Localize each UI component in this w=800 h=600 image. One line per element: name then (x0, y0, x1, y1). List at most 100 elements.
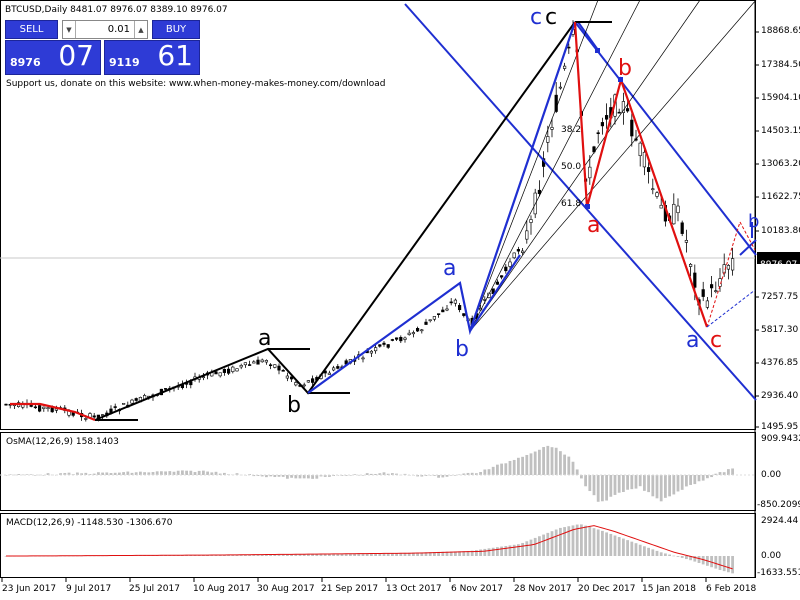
macd-bar (265, 554, 268, 556)
price-label: 17384.50 (761, 60, 800, 70)
macd-bar (525, 541, 529, 556)
macd-bar (668, 554, 671, 556)
candle-body (399, 337, 403, 342)
osma-bar (277, 475, 281, 477)
price-label: 5817.30 (761, 325, 799, 335)
wave-label: a (443, 256, 457, 281)
candle-body (546, 136, 550, 143)
candle-body (672, 203, 676, 225)
osma-bar (311, 475, 314, 479)
osma-bar (680, 475, 684, 490)
osma-bar (685, 475, 688, 487)
osma-bar (63, 472, 67, 475)
macd-bar (319, 553, 323, 556)
candle-body (189, 381, 193, 386)
candle-body (617, 111, 621, 114)
candle-body (659, 204, 663, 209)
macd-scale-label: 0.00 (761, 551, 782, 561)
one-click-trading-panel: SELL ▼ 0.01 ▲ BUY 8976 07 9119 61 (5, 20, 200, 76)
macd-title: MACD(12,26,9) -1148.530 -1306.670 (6, 518, 173, 528)
wave-label: a (258, 326, 272, 351)
osma-bar (609, 475, 613, 497)
macd-bar (517, 544, 520, 556)
sell-button[interactable]: SELL (5, 20, 58, 39)
wave-label: b (748, 211, 760, 232)
macd-bar (273, 554, 277, 556)
buy-price-box[interactable]: 9119 61 (104, 39, 200, 75)
macd-bar (554, 529, 558, 556)
candle-body (122, 403, 126, 405)
candle-body (495, 281, 500, 285)
macd-bar (382, 553, 386, 556)
osma-bar (575, 469, 579, 475)
osma-bar (701, 475, 705, 481)
candle-body (596, 132, 600, 135)
candle-body (243, 362, 248, 366)
candle-body (453, 299, 458, 304)
osma-bar (722, 472, 726, 475)
lot-decrease-icon[interactable]: ▼ (63, 21, 76, 38)
price-label: 2936.40 (761, 391, 799, 401)
macd-bar (479, 549, 482, 556)
osma-bar (139, 471, 142, 475)
macd-bar (727, 556, 730, 573)
osma-bar (420, 475, 424, 477)
osma-bar (525, 454, 529, 475)
osma-bar (676, 475, 680, 492)
buy-button[interactable]: BUY (152, 20, 200, 39)
macd-bar (626, 540, 629, 556)
candle-body (134, 398, 138, 401)
lot-size-field[interactable]: ▼ 0.01 ▲ (62, 20, 148, 39)
osma-bar (496, 464, 499, 475)
macd-bar (655, 550, 659, 556)
sell-price-box[interactable]: 8976 07 (5, 39, 101, 75)
candle-body (520, 250, 525, 253)
osma-bar (46, 473, 50, 475)
candle-body (491, 288, 495, 294)
price-label: 7257.75 (761, 292, 799, 302)
lot-increase-icon[interactable]: ▲ (134, 21, 147, 38)
osma-bar (613, 475, 617, 495)
osma-bar (546, 445, 550, 475)
macd-bar (437, 551, 440, 556)
projection (706, 221, 756, 328)
osma-bar (298, 475, 302, 479)
osma-bar (462, 473, 466, 475)
macd-bar (311, 553, 314, 556)
candle-body (382, 342, 386, 345)
macd-bar (239, 554, 243, 556)
osma-bar (193, 472, 197, 475)
price-label: 1495.95 (761, 422, 799, 432)
osma-bar (466, 472, 470, 475)
osma-bar (8, 474, 12, 475)
price-label: 18868.65 (761, 26, 800, 36)
osma-bar (538, 449, 541, 475)
lot-value[interactable]: 0.01 (107, 24, 130, 35)
osma-bar (588, 475, 592, 492)
time-label: 10 Aug 2017 (193, 584, 251, 594)
osma-bar (512, 459, 516, 475)
osma-bar (441, 475, 445, 478)
macd-bar (605, 532, 608, 556)
macd-bar (307, 553, 310, 556)
macd-bar (659, 552, 663, 556)
candle-body (222, 369, 227, 373)
macd-bar (575, 524, 579, 556)
osma-bar (357, 474, 361, 476)
osma-bar (403, 473, 407, 475)
osma-bar (580, 475, 583, 479)
candle-body (411, 332, 416, 335)
macd-bar (563, 527, 566, 556)
osma-bar (370, 473, 373, 475)
osma-bar (349, 475, 352, 476)
osma-bar (605, 475, 608, 501)
macd-bar (483, 548, 487, 556)
macd-bar (340, 553, 344, 556)
candle-body (441, 309, 445, 313)
osma-bar (428, 475, 432, 476)
candle-body (558, 86, 562, 89)
macd-bar (290, 554, 293, 556)
osma-bar (38, 474, 41, 476)
macd-bar (269, 554, 272, 556)
